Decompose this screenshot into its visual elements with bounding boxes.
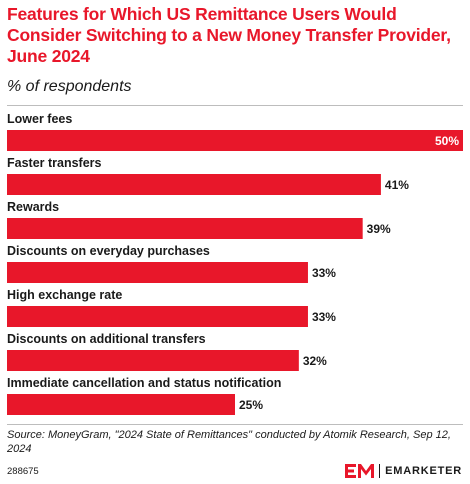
- category-label: Rewards: [7, 200, 59, 214]
- chart-subtitle: % of respondents: [7, 78, 132, 95]
- value-label: 39%: [367, 222, 391, 236]
- bottom-divider: [7, 424, 463, 425]
- chart-id: 288675: [7, 466, 39, 477]
- value-label: 25%: [239, 398, 263, 412]
- category-label: Discounts on everyday purchases: [7, 244, 210, 258]
- brand-logo: EMARKETER: [345, 462, 462, 480]
- category-label: Lower fees: [7, 112, 72, 126]
- brand-name: EMARKETER: [385, 465, 462, 477]
- bar: [7, 174, 381, 195]
- category-label: Faster transfers: [7, 156, 102, 170]
- em-logo-icon: [345, 464, 375, 478]
- value-label: 41%: [385, 178, 409, 192]
- value-label: 33%: [312, 310, 336, 324]
- brand-separator: [379, 464, 381, 478]
- bar: [7, 350, 299, 371]
- value-label: 33%: [312, 266, 336, 280]
- category-label: High exchange rate: [7, 288, 122, 302]
- value-label: 50%: [435, 134, 459, 148]
- bar: [7, 394, 235, 415]
- bar: [7, 306, 308, 327]
- value-label: 32%: [303, 354, 327, 368]
- bar: [7, 130, 463, 151]
- bar: [7, 218, 363, 239]
- category-label: Immediate cancellation and status notifi…: [7, 376, 281, 390]
- top-divider: [7, 105, 463, 106]
- category-label: Discounts on additional transfers: [7, 332, 206, 346]
- chart-title: Features for Which US Remittance Users W…: [7, 4, 451, 66]
- bar: [7, 262, 308, 283]
- source-note: Source: MoneyGram, "2024 State of Remitt…: [7, 429, 451, 455]
- bar-chart: Lower fees 50% Faster transfers 41% Rewards 3…: [7, 112, 463, 415]
